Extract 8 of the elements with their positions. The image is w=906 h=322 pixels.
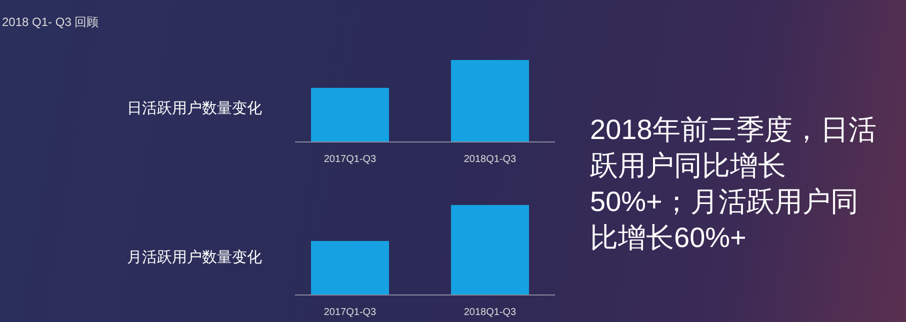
x-tick-label: 2018Q1-Q3 (464, 307, 517, 318)
x-tick-label: 2017Q1-Q3 (324, 307, 377, 318)
text: 月活跃用户数量变化 (127, 249, 262, 266)
text: 2018 Q1- Q3 回顾 (2, 14, 99, 31)
x-tick-label: 2018Q1-Q3 (464, 154, 517, 165)
text: 日活跃用户数量变化 (127, 100, 262, 117)
x-tick-label: 2017Q1-Q3 (324, 154, 377, 165)
text: 2018年前三季度，日活跃用户同比增长50%+；月活跃用户同比增长60%+ (590, 113, 878, 255)
